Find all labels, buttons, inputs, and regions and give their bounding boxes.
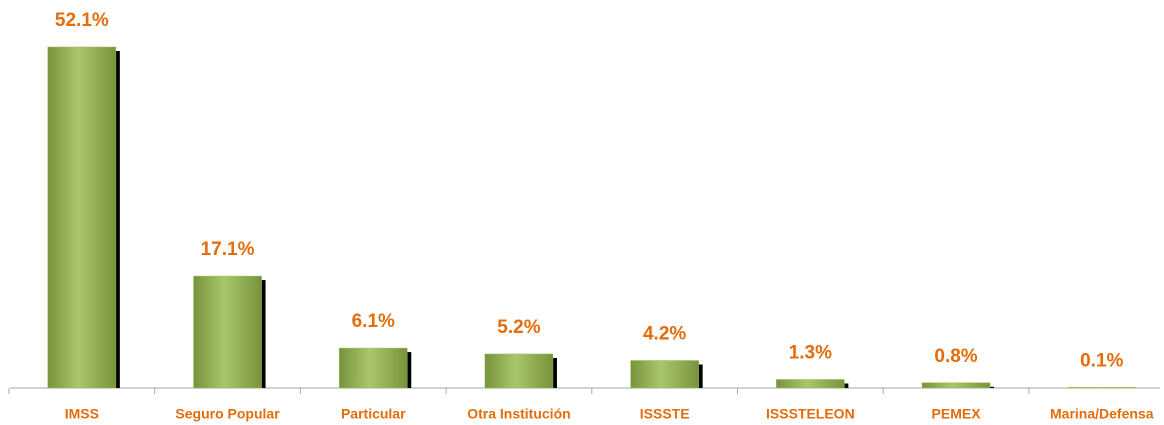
x-tick-label: Particular [341, 406, 406, 422]
value-label: 0.8% [934, 346, 977, 367]
x-tick-label: Seguro Popular [175, 406, 280, 422]
value-label: 17.1% [201, 239, 255, 260]
bar [776, 379, 845, 389]
x-tick-label: Marina/Defensa [1050, 406, 1154, 422]
bar [193, 275, 262, 389]
value-label: 0.1% [1080, 350, 1123, 371]
value-label: 5.2% [497, 317, 540, 338]
bar [47, 46, 117, 389]
bar [630, 360, 699, 389]
x-tick-label: ISSSTELEON [766, 406, 855, 422]
bar [484, 353, 554, 389]
x-tick-label: PEMEX [932, 406, 982, 422]
value-label: 52.1% [55, 10, 109, 31]
bar [339, 347, 408, 389]
x-tick-label: ISSSTE [640, 406, 690, 422]
value-label: 1.3% [789, 343, 832, 364]
bar [1067, 387, 1136, 389]
x-tick-label: IMSS [65, 406, 99, 422]
x-tick-label: Otra Institución [467, 406, 570, 422]
value-label: 4.2% [643, 324, 686, 345]
value-label: 6.1% [352, 311, 395, 332]
bar [921, 382, 991, 389]
